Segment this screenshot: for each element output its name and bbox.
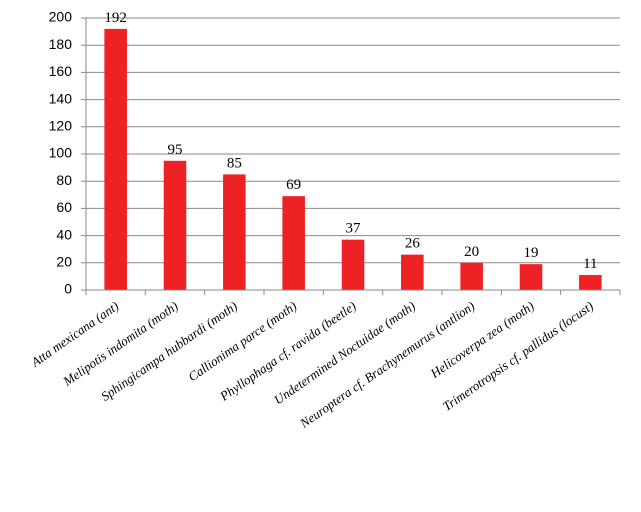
value-label: 85: [227, 155, 242, 171]
value-label: 192: [104, 10, 127, 26]
bar: [282, 196, 305, 290]
bar: [579, 275, 602, 290]
bar: [401, 254, 424, 290]
value-label: 37: [346, 221, 362, 237]
value-label: 11: [583, 256, 597, 272]
x-tick-label: Helicoverpa zea (moth): [427, 298, 537, 381]
bar: [519, 264, 543, 290]
y-tick-label: 0: [64, 281, 72, 297]
value-label: 19: [524, 245, 539, 261]
bar: [341, 239, 365, 290]
y-tick-label: 40: [56, 226, 72, 242]
y-tick-label: 200: [49, 9, 73, 25]
x-tick-label: Callionima parce (moth): [185, 298, 299, 384]
value-label: 20: [464, 244, 479, 260]
bar: [223, 174, 246, 290]
y-tick-label: 80: [56, 172, 72, 188]
y-tick-label: 160: [49, 63, 73, 79]
y-tick-label: 120: [49, 118, 73, 134]
y-tick-label: 100: [49, 145, 73, 161]
y-tick-label: 140: [49, 90, 73, 106]
value-label: 69: [286, 177, 301, 193]
y-tick-label: 60: [56, 199, 72, 215]
y-tick-label: 180: [49, 36, 73, 52]
bar: [460, 262, 483, 290]
value-label: 95: [168, 142, 183, 158]
value-label: 26: [405, 236, 421, 252]
y-tick-label: 20: [56, 254, 72, 270]
bar: [104, 28, 127, 290]
bar: [163, 160, 187, 290]
